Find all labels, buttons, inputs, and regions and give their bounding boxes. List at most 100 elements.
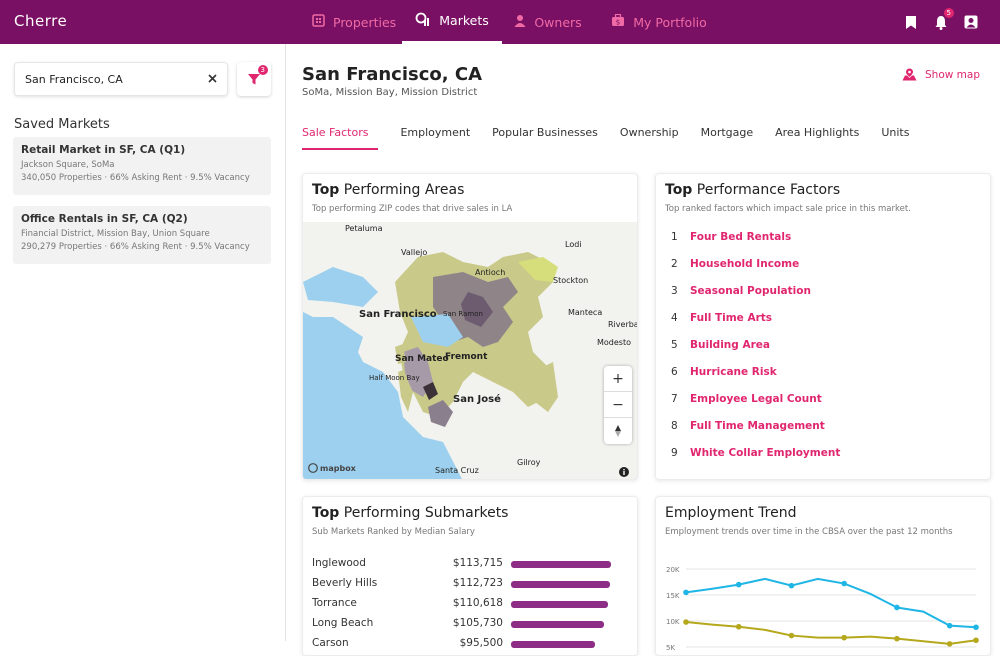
tab-mortgage[interactable]: Mortgage xyxy=(700,126,754,139)
submarket-value: $105,730 xyxy=(452,617,503,629)
tab-units[interactable]: Units xyxy=(881,126,910,139)
markets-icon xyxy=(415,12,431,30)
submarket-bar xyxy=(511,581,610,588)
zoom-in-button[interactable]: + xyxy=(604,366,632,392)
nav-markets[interactable]: Markets xyxy=(402,0,502,44)
top-bar: Cherre Properties Markets Owners $ My Po… xyxy=(0,0,1000,44)
tab-area-highlights[interactable]: Area Highlights xyxy=(775,126,860,139)
filter-icon xyxy=(248,74,260,85)
nav-label: Owners xyxy=(534,14,582,30)
data-point[interactable] xyxy=(973,624,979,631)
map[interactable]: Petaluma Vallejo Lodi Antioch Stockton S… xyxy=(303,222,637,479)
data-point[interactable] xyxy=(894,604,900,611)
submarket-name: Beverly Hills xyxy=(312,577,378,589)
saved-market-card[interactable]: Retail Market in SF, CA (Q1) Jackson Squ… xyxy=(13,137,271,195)
card-description: Employment trends over time in the CBSA … xyxy=(665,527,953,537)
submarket-bar xyxy=(511,621,604,628)
factor-row[interactable]: 9 White Collar Employment xyxy=(671,447,841,459)
y-tick-label: 15K xyxy=(666,592,680,600)
submarket-bar xyxy=(511,561,611,568)
map-label: Riverbank xyxy=(608,320,637,329)
bookmark-button[interactable] xyxy=(896,0,926,44)
factor-row[interactable]: 8 Full Time Management xyxy=(671,420,825,432)
submarket-row[interactable]: Torrance $110,618 xyxy=(312,597,612,613)
zoom-out-button[interactable]: − xyxy=(604,392,632,418)
data-point[interactable] xyxy=(841,634,847,641)
compass-button[interactable] xyxy=(604,418,632,444)
factor-row[interactable]: 3 Seasonal Population xyxy=(671,285,811,297)
submarket-row[interactable]: Inglewood $113,715 xyxy=(312,557,612,573)
nav-my-portfolio[interactable]: $ My Portfolio xyxy=(594,0,724,44)
factor-row[interactable]: 1 Four Bed Rentals xyxy=(671,231,792,243)
series-line xyxy=(685,577,977,629)
saved-market-stats: 290,279 Properties · 66% Asking Rent · 9… xyxy=(21,242,250,252)
map-label: Modesto xyxy=(597,338,631,347)
tab-bar: Sale Factors Employment Popular Business… xyxy=(302,126,931,150)
submarket-row[interactable]: Beverly Hills $112,723 xyxy=(312,577,612,593)
nav-owners[interactable]: Owners xyxy=(502,0,594,44)
map-info-button[interactable] xyxy=(619,462,629,479)
svg-text:$: $ xyxy=(616,19,620,27)
saved-market-card[interactable]: Office Rentals in SF, CA (Q2) Financial … xyxy=(13,206,271,264)
card-description: Top performing ZIP codes that drive sale… xyxy=(312,204,513,214)
y-tick-label: 5K xyxy=(666,644,675,652)
submarket-name: Inglewood xyxy=(312,557,366,569)
data-point[interactable] xyxy=(973,637,979,644)
submarket-bar xyxy=(511,641,595,648)
clear-search-button[interactable] xyxy=(208,73,217,86)
tab-ownership[interactable]: Ownership xyxy=(619,126,679,139)
map-graphic xyxy=(303,222,637,479)
map-label: Antioch xyxy=(475,268,506,277)
data-point[interactable] xyxy=(946,622,953,629)
show-map-label: Show map xyxy=(925,68,980,81)
map-label: Vallejo xyxy=(401,248,428,257)
factor-row[interactable]: 6 Hurricane Risk xyxy=(671,366,777,378)
nav-properties[interactable]: Properties xyxy=(300,0,402,44)
factor-row[interactable]: 5 Building Area xyxy=(671,339,770,351)
y-tick-label: 20K xyxy=(666,566,680,574)
owner-icon xyxy=(514,14,526,30)
map-label: Petaluma xyxy=(345,224,383,233)
submarket-row[interactable]: Long Beach $105,730 xyxy=(312,617,612,633)
card-title: Top Performing Submarkets xyxy=(312,505,509,521)
map-label: Stockton xyxy=(553,276,589,285)
nav-label: My Portfolio xyxy=(633,14,707,30)
data-point[interactable] xyxy=(683,589,689,596)
data-point[interactable] xyxy=(735,581,742,588)
filter-button[interactable]: 3 xyxy=(237,62,271,96)
data-point[interactable] xyxy=(841,580,847,587)
map-label: San Mateo xyxy=(395,354,449,364)
search-input[interactable] xyxy=(25,72,208,86)
nav-label: Markets xyxy=(439,13,489,28)
data-point[interactable] xyxy=(788,632,795,639)
submarket-name: Torrance xyxy=(312,597,357,609)
app-logo[interactable]: Cherre xyxy=(14,12,68,30)
main-nav: Properties Markets Owners $ My Portfolio xyxy=(300,0,724,44)
data-point[interactable] xyxy=(735,623,742,630)
factor-row[interactable]: 2 Household Income xyxy=(671,258,800,270)
top-factors-card: Top Performance Factors Top ranked facto… xyxy=(655,173,991,480)
user-profile-icon xyxy=(964,15,978,29)
tab-employment[interactable]: Employment xyxy=(400,126,471,139)
employment-trend-card: Employment Trend Employment trends over … xyxy=(655,496,991,656)
submarket-name: Long Beach xyxy=(312,617,374,629)
factor-row[interactable]: 4 Full Time Arts xyxy=(671,312,773,324)
submarket-value: $110,618 xyxy=(452,597,503,609)
submarket-row[interactable]: Carson $95,500 xyxy=(312,637,612,653)
data-point[interactable] xyxy=(894,635,900,642)
notifications-badge: 5 xyxy=(943,8,954,18)
show-map-button[interactable]: Show map xyxy=(902,68,980,81)
factor-row[interactable]: 7 Employee Legal Count xyxy=(671,393,822,405)
profile-button[interactable] xyxy=(956,0,986,44)
tab-sale-factors[interactable]: Sale Factors xyxy=(302,126,379,150)
tab-popular-businesses[interactable]: Popular Businesses xyxy=(492,126,598,139)
map-label: Lodi xyxy=(565,240,582,249)
data-point[interactable] xyxy=(683,619,689,625)
notifications-button[interactable]: 5 xyxy=(926,0,956,44)
data-point[interactable] xyxy=(946,641,953,647)
submarket-value: $95,500 xyxy=(459,637,503,649)
employment-line-chart: 20K 15K 10K 5K xyxy=(666,566,979,652)
data-point[interactable] xyxy=(788,582,795,589)
card-title: Top Performance Factors xyxy=(665,182,841,198)
map-label: Manteca xyxy=(568,308,603,317)
